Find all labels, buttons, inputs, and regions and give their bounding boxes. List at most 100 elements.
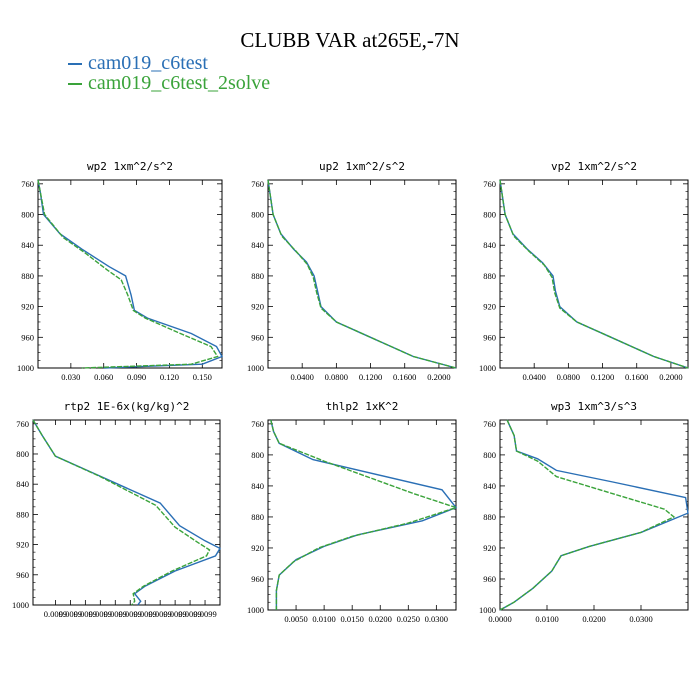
series-line-2 xyxy=(267,179,457,369)
x-tick-label: 0.0400 xyxy=(290,372,313,382)
x-tick-label: 0.0099 xyxy=(74,609,97,619)
y-tick-label: 760 xyxy=(21,179,34,189)
x-tick-label: 0.0250 xyxy=(397,614,420,624)
y-tick-label: 1000 xyxy=(247,605,264,615)
x-tick-label: 0.0099 xyxy=(119,609,142,619)
legend-swatch-2 xyxy=(68,83,82,86)
y-tick-label: 880 xyxy=(21,271,34,281)
panel-1: wp2 1xm^2/s^2 760 800 840 880 920 960 1000 0.030… xyxy=(17,160,223,382)
x-tick-label: 0.0800 xyxy=(325,372,348,382)
series-line-1 xyxy=(270,419,458,610)
x-tick-label: 0.0100 xyxy=(535,614,558,624)
y-tick-label: 920 xyxy=(483,543,496,553)
y-tick-label: 840 xyxy=(21,240,34,250)
y-tick-label: 960 xyxy=(251,332,264,342)
x-tick-label: 0.120 xyxy=(160,372,179,382)
y-tick-label: 760 xyxy=(251,419,264,429)
x-tick-label: 0.0099 xyxy=(193,609,216,619)
y-tick-label: 840 xyxy=(251,240,264,250)
legend-label-2: cam019_c6test_2solve xyxy=(88,72,271,94)
x-tick-label: 0.0400 xyxy=(522,372,545,382)
chart-title: CLUBB VAR at265E,-7N xyxy=(240,28,460,52)
plot-frame xyxy=(499,419,689,611)
y-tick-label: 920 xyxy=(251,302,264,312)
y-tick-label: 800 xyxy=(16,449,29,459)
panel-title: wp3 1xm^3/s^3 xyxy=(551,400,637,413)
y-tick-label: 920 xyxy=(21,302,34,312)
x-tick-label: 0.0099 xyxy=(104,609,127,619)
panel-6: wp3 1xm^3/s^3 760 800 840 880 920 960 10000.000… xyxy=(479,400,689,624)
panel-title: wp2 1xm^2/s^2 xyxy=(87,160,173,173)
y-tick-label: 840 xyxy=(251,481,264,491)
y-tick-label: 1000 xyxy=(479,363,496,373)
y-tick-label: 920 xyxy=(483,302,496,312)
x-tick-label: 0.0099 xyxy=(163,609,186,619)
x-tick-label: 0.0300 xyxy=(629,614,652,624)
x-tick-label: 0.150 xyxy=(193,372,212,382)
panel-title: up2 1xm^2/s^2 xyxy=(319,160,405,173)
series-line-2 xyxy=(270,419,459,610)
series-line-1 xyxy=(499,179,689,369)
x-tick-label: 0.1200 xyxy=(591,372,614,382)
x-tick-label: 0.1600 xyxy=(625,372,648,382)
y-tick-label: 1000 xyxy=(12,600,29,610)
panel-title: thlp2 1xK^2 xyxy=(326,400,399,413)
x-tick-label: 0.0100 xyxy=(312,614,335,624)
x-tick-label: 0.0099 xyxy=(44,609,67,619)
series-line-1 xyxy=(267,179,457,369)
x-tick-label: 0.0200 xyxy=(369,614,392,624)
y-tick-label: 1000 xyxy=(479,605,496,615)
x-tick-label: 0.030 xyxy=(61,372,80,382)
y-tick-label: 760 xyxy=(251,179,264,189)
y-tick-label: 960 xyxy=(251,574,264,584)
series-line-2 xyxy=(37,179,219,369)
x-tick-label: 0.1600 xyxy=(393,372,416,382)
x-tick-label: 0.0800 xyxy=(557,372,580,382)
y-tick-label: 760 xyxy=(483,419,496,429)
panel-title: vp2 1xm^2/s^2 xyxy=(551,160,637,173)
x-tick-label: 0.0099 xyxy=(178,609,201,619)
x-tick-label: 0.0099 xyxy=(59,609,82,619)
x-tick-label: 0.0050 xyxy=(284,614,307,624)
panel-5: thlp2 1xK^2 760 800 840 880 920 960 1000 0.0050 0… xyxy=(247,400,459,624)
x-tick-label: 0.0099 xyxy=(148,609,171,619)
series-line-1 xyxy=(32,419,221,606)
y-tick-label: 960 xyxy=(483,332,496,342)
x-tick-label: 0.2000 xyxy=(659,372,682,382)
y-tick-label: 960 xyxy=(21,332,34,342)
y-tick-label: 920 xyxy=(16,540,29,550)
x-tick-label: 0.1200 xyxy=(359,372,382,382)
y-tick-label: 800 xyxy=(21,210,34,220)
x-tick-label: 0.0300 xyxy=(425,614,448,624)
series-line-2 xyxy=(32,419,211,606)
y-tick-label: 1000 xyxy=(17,363,34,373)
x-tick-label: 0.0099 xyxy=(89,609,112,619)
y-tick-label: 840 xyxy=(483,481,496,491)
x-tick-label: 0.090 xyxy=(127,372,146,382)
y-tick-label: 880 xyxy=(16,509,29,519)
plot-frame xyxy=(267,179,457,369)
panel-3: vp2 1xm^2/s^2 760 800 840 880 920 960 1000 0.040… xyxy=(479,160,689,382)
y-tick-label: 800 xyxy=(483,450,496,460)
legend-label-1: cam019_c6test xyxy=(88,52,208,74)
panel-4: rtp2 1E-6x(kg/kg)^2 760 800 840 880 920 960 100… xyxy=(12,400,221,619)
x-tick-label: 0.2000 xyxy=(427,372,450,382)
y-tick-label: 760 xyxy=(483,179,496,189)
y-tick-label: 840 xyxy=(16,479,29,489)
x-tick-label: 0.060 xyxy=(94,372,113,382)
y-tick-label: 880 xyxy=(251,271,264,281)
y-tick-label: 800 xyxy=(251,210,264,220)
y-tick-label: 1000 xyxy=(247,363,264,373)
legend-item-2: cam019_c6test_2solve xyxy=(68,72,270,94)
plot-frame xyxy=(37,179,223,369)
legend-swatch-1 xyxy=(68,63,82,66)
series-line-1 xyxy=(499,419,689,611)
y-tick-label: 800 xyxy=(483,210,496,220)
plot-frame xyxy=(32,419,221,606)
y-tick-label: 800 xyxy=(251,450,264,460)
y-tick-label: 960 xyxy=(16,570,29,580)
plot-frame xyxy=(499,179,689,369)
panel-title: rtp2 1E-6x(kg/kg)^2 xyxy=(64,400,190,413)
y-tick-label: 880 xyxy=(483,271,496,281)
